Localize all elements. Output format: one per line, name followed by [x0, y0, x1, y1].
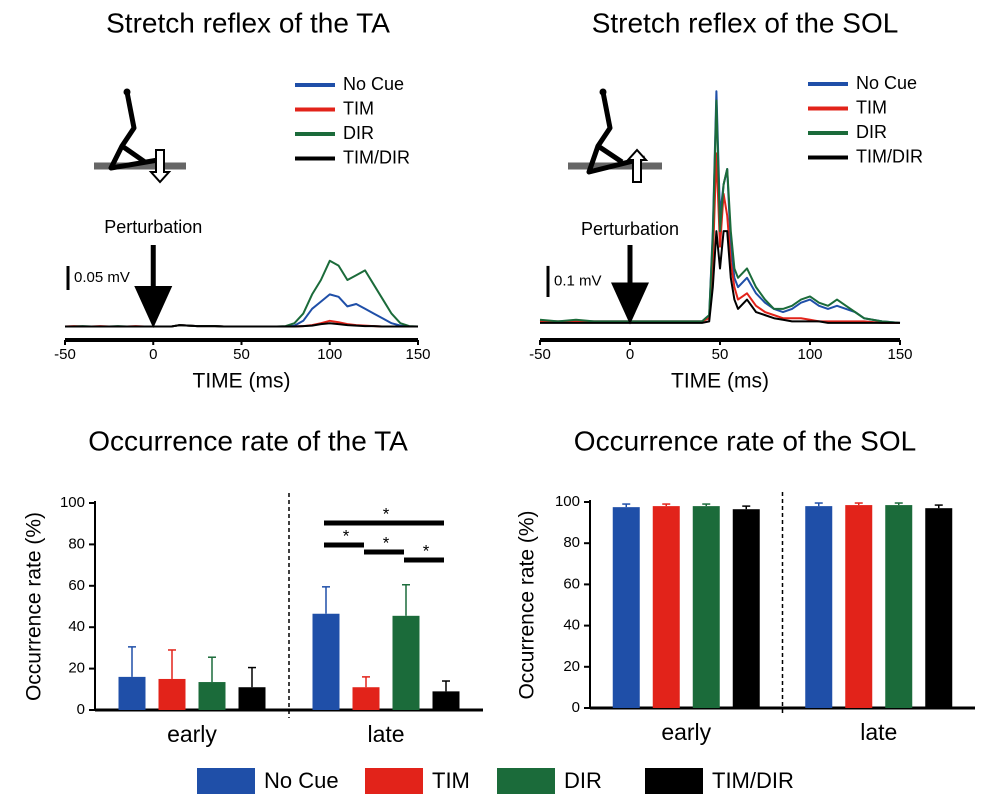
bar [352, 687, 380, 710]
bar [158, 678, 186, 710]
chart-title: Occurrence rate of the SOL [574, 425, 916, 456]
bar [805, 506, 833, 708]
x-tick-label: 100 [797, 346, 822, 363]
y-tick-label: 40 [563, 617, 580, 634]
bar [392, 615, 420, 710]
y-tick-label: 60 [68, 577, 85, 594]
bar [612, 507, 640, 708]
legend-label: TIM/DIR [343, 147, 410, 167]
legend-swatch [365, 768, 423, 794]
x-tick-label: late [367, 721, 404, 747]
y-tick-label: 0 [572, 699, 580, 716]
chart-title: Stretch reflex of the SOL [592, 7, 899, 38]
x-tick-label: 150 [405, 346, 430, 363]
trace [65, 322, 418, 328]
legend-label: TIM/DIR [712, 768, 794, 793]
significance-label: * [343, 526, 350, 545]
chart-title: Stretch reflex of the TA [106, 7, 390, 38]
bar [432, 691, 460, 710]
x-tick-label: late [860, 719, 897, 745]
bar [198, 682, 226, 710]
x-tick-label: -50 [529, 346, 551, 363]
y-tick-label: 80 [68, 535, 85, 552]
y-tick-label: 60 [563, 575, 580, 592]
trace [65, 293, 418, 328]
x-tick-label: early [661, 719, 711, 745]
y-axis-label: Occurrence rate (%) [516, 510, 539, 699]
chart-title: Occurrence rate of the TA [88, 425, 408, 456]
bar [692, 506, 720, 708]
y-tick-label: 100 [555, 493, 580, 510]
annotation-arrow-head [611, 282, 649, 325]
bar [885, 505, 913, 708]
x-tick-label: -50 [54, 346, 76, 363]
bar [312, 613, 340, 710]
legend-label: TIM [432, 768, 470, 793]
ankle-icon-ta [94, 88, 186, 184]
legend-label: No Cue [343, 74, 404, 94]
legend-swatch [497, 768, 555, 794]
x-tick-label: 50 [712, 346, 729, 363]
y-axis-label: Occurrence rate (%) [23, 512, 46, 701]
legend-swatch [645, 768, 703, 794]
y-tick-label: 20 [68, 660, 85, 677]
y-tick-label: 80 [563, 534, 580, 551]
scale-bar-label: 0.05 mV [74, 269, 130, 286]
bar [925, 508, 953, 708]
significance-label: * [383, 504, 390, 523]
legend-swatch [197, 768, 255, 794]
x-tick-label: 0 [626, 346, 634, 363]
legend-label: DIR [856, 122, 887, 142]
x-tick-label: 150 [887, 346, 912, 363]
x-axis-label: TIME (ms) [671, 370, 769, 393]
x-tick-label: 50 [233, 346, 250, 363]
annotation-arrow-head [134, 286, 173, 328]
bar [732, 509, 760, 708]
trace [540, 230, 900, 324]
legend-label: TIM [856, 97, 887, 117]
trace [539, 99, 901, 324]
significance-label: * [423, 541, 430, 560]
significance-label: * [383, 533, 390, 552]
y-tick-label: 100 [60, 494, 85, 511]
bar [118, 676, 146, 710]
legend-label: No Cue [264, 768, 339, 793]
bar [652, 506, 680, 708]
x-tick-label: early [167, 721, 217, 747]
legend-label: DIR [564, 768, 602, 793]
ankle-icon-sol [568, 88, 662, 183]
legend-label: No Cue [856, 73, 917, 93]
scale-bar-label: 0.1 mV [554, 272, 602, 289]
annotation: Perturbation [104, 217, 202, 237]
bar [845, 505, 873, 708]
y-tick-label: 20 [563, 658, 580, 675]
legend-label: TIM [343, 98, 374, 118]
x-tick-label: 0 [149, 346, 157, 363]
y-tick-label: 0 [77, 701, 85, 718]
legend-label: TIM/DIR [856, 146, 923, 166]
x-axis-label: TIME (ms) [193, 370, 291, 393]
legend-label: DIR [343, 123, 374, 143]
y-tick-label: 40 [68, 618, 85, 635]
annotation: Perturbation [581, 219, 679, 239]
x-tick-label: 100 [317, 346, 342, 363]
bar [238, 687, 266, 710]
